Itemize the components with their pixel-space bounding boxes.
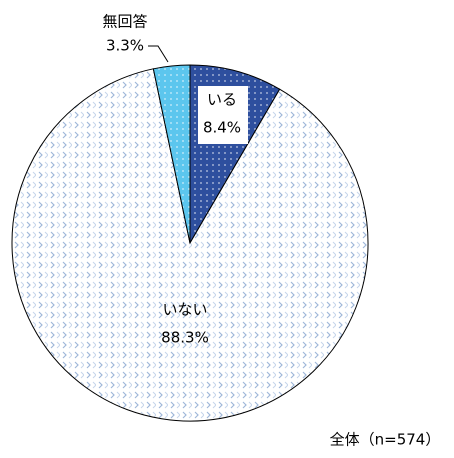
label-box <box>198 86 248 144</box>
slice-pattern <box>152 64 191 244</box>
category-label: いない <box>162 301 207 319</box>
annotation: 全体（n=574） <box>330 431 441 449</box>
category-label: いる <box>207 91 237 109</box>
value-label: 8.4% <box>203 119 241 137</box>
category-label: 無回答 <box>102 13 147 31</box>
slice-pattern <box>11 68 369 422</box>
slices <box>11 64 369 422</box>
leader-line <box>148 45 169 63</box>
value-label: 88.3% <box>161 329 209 347</box>
value-label: 3.3% <box>106 37 144 55</box>
